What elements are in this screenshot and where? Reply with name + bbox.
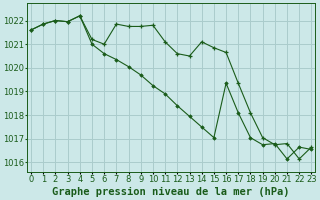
X-axis label: Graphe pression niveau de la mer (hPa): Graphe pression niveau de la mer (hPa): [52, 187, 290, 197]
